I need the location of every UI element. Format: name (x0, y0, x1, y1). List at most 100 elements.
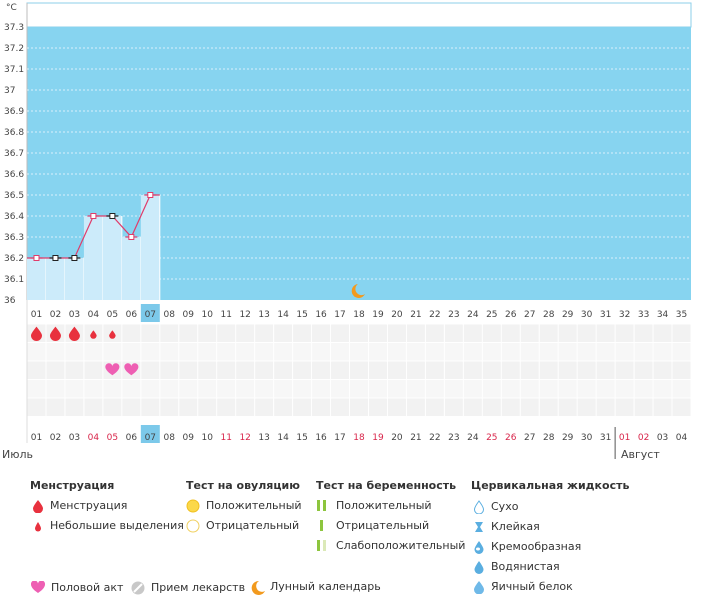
event-cell (236, 361, 255, 379)
event-cell (255, 361, 274, 379)
y-tick-label: 37.2 (4, 44, 24, 54)
x-tick-label-top: 31 (600, 310, 611, 320)
event-cell (463, 380, 482, 398)
event-cell (653, 398, 672, 416)
event-cell (615, 324, 634, 342)
x-tick-label-bottom: 03 (657, 433, 668, 443)
x-tick-label-top: 04 (88, 310, 100, 320)
event-cell (615, 361, 634, 379)
temperature-point (109, 213, 116, 219)
event-cell (482, 398, 501, 416)
temperature-area-bar (83, 216, 103, 300)
intercourse-heart-icon (105, 363, 120, 376)
x-tick-label-bottom: 12 (239, 433, 250, 443)
event-cell (27, 398, 46, 416)
event-cell (350, 324, 368, 342)
event-cell (539, 361, 558, 379)
event-cell (501, 380, 520, 398)
menstruation-drop-icon (49, 326, 61, 341)
event-cell (387, 343, 406, 361)
event-cell (198, 324, 217, 342)
event-cell (425, 398, 444, 416)
y-tick-label: 36.5 (4, 191, 24, 201)
event-cell (539, 380, 558, 398)
x-tick-label-top: 21 (410, 310, 421, 320)
x-tick-label-bottom: 22 (429, 433, 440, 443)
event-cell (46, 361, 65, 379)
event-cell (236, 343, 255, 361)
event-cell (312, 343, 331, 361)
event-cell (653, 343, 672, 361)
event-cell (160, 361, 179, 379)
x-tick-label-bottom: 19 (372, 433, 384, 443)
event-cell (653, 324, 672, 342)
temperature-point (90, 213, 97, 219)
temperature-area-bar (64, 258, 84, 300)
event-cell (179, 380, 198, 398)
event-cell (482, 324, 501, 342)
event-cell (444, 343, 463, 361)
event-cell (293, 324, 312, 342)
event-cell (501, 361, 520, 379)
event-cell (46, 380, 65, 398)
x-tick-label-bottom: 21 (410, 433, 421, 443)
y-tick-label: 36.7 (4, 149, 24, 159)
x-tick-label-bottom: 29 (562, 433, 574, 443)
event-cell (406, 398, 425, 416)
x-tick-label-bottom: 01 (31, 433, 42, 443)
egg-white-drop-icon (474, 581, 484, 594)
event-cell (615, 343, 634, 361)
y-tick-label: 36.9 (4, 107, 24, 117)
x-tick-label-top: 12 (239, 310, 250, 320)
event-cell (463, 361, 482, 379)
event-cell (634, 380, 653, 398)
x-tick-label-top: 25 (486, 310, 497, 320)
event-cell (672, 398, 691, 416)
moon-icon (251, 580, 265, 595)
temperature-point (71, 255, 78, 261)
x-tick-label-top: 02 (50, 310, 61, 320)
x-tick-label-top: 28 (543, 310, 555, 320)
event-cell (122, 324, 141, 342)
x-tick-label-bottom: 02 (50, 433, 61, 443)
x-tick-label-top: 26 (505, 310, 517, 320)
temperature-point (128, 234, 135, 240)
event-cell (274, 380, 293, 398)
legend-pregnancy-title: Тест на беременность (316, 479, 457, 492)
event-cell (312, 398, 331, 416)
event-cell (577, 324, 596, 342)
event-cell (634, 324, 653, 342)
event-cell (482, 361, 501, 379)
event-cell (274, 398, 293, 416)
event-cell (160, 324, 179, 342)
event-cell (425, 361, 444, 379)
event-cell (501, 324, 520, 342)
x-tick-label-top: 30 (581, 310, 593, 320)
heart-icon (31, 581, 46, 593)
event-cell (217, 343, 236, 361)
x-tick-label-top: 33 (638, 310, 649, 320)
x-tick-label-bottom: 28 (543, 433, 555, 443)
event-cell (596, 380, 615, 398)
event-cell (293, 361, 312, 379)
x-tick-label-top: 23 (448, 310, 459, 320)
pregnancy-positive-icon (317, 500, 326, 511)
event-cell (368, 324, 387, 342)
event-cell (672, 324, 691, 342)
event-cell (141, 324, 160, 342)
event-cell (463, 343, 482, 361)
x-tick-label-top: 07 (145, 310, 156, 320)
temperature-point (52, 255, 59, 261)
event-cell (65, 361, 84, 379)
watery-drop-icon (474, 561, 484, 574)
ovulation-positive-icon (186, 499, 200, 513)
x-tick-label-top: 34 (657, 310, 669, 320)
menstruation-drop-icon (68, 326, 80, 341)
event-cell (274, 324, 293, 342)
event-cell (141, 343, 160, 361)
event-cell (558, 398, 577, 416)
event-cell (558, 343, 577, 361)
current-day-highlight-bottom (140, 425, 160, 443)
event-cell (331, 361, 350, 379)
event-cell (331, 324, 350, 342)
